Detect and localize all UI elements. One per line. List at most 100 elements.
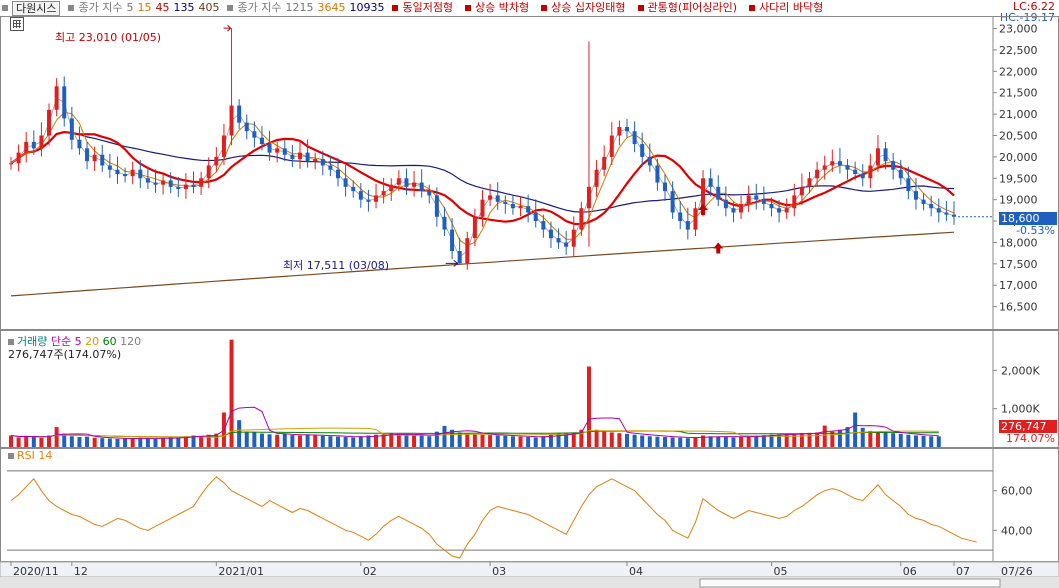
ma-price-period-135[interactable]: 135: [173, 1, 195, 14]
candle-body: [548, 229, 553, 239]
candle-body: [503, 201, 508, 204]
pattern-3[interactable]: 상승 십자잉태형: [537, 0, 629, 16]
hc-label: HC:-19.17: [999, 11, 1055, 24]
candle-body: [754, 195, 759, 200]
candle-body: [62, 86, 67, 119]
candle-body: [716, 186, 721, 200]
volume-bar: [602, 431, 607, 447]
volume-bar: [594, 429, 599, 447]
candle-body: [237, 105, 242, 123]
ma-price-period-15[interactable]: 15: [137, 1, 152, 14]
pattern-1[interactable]: 동일저점형: [388, 0, 457, 16]
volume-bar: [69, 436, 74, 447]
ma-price-period-5[interactable]: 5: [126, 1, 134, 14]
candle-body: [145, 178, 150, 183]
volume-bar: [404, 434, 409, 447]
volume-bar: [62, 433, 67, 447]
volume-bar: [913, 435, 918, 447]
candle-body: [564, 242, 569, 247]
volume-bar: [191, 435, 196, 447]
current-price-badge: 18,600: [999, 212, 1057, 225]
chart-header: 다원시스 종가 지수 5 15 45 135 405 종가 지수 1215 36…: [0, 0, 831, 16]
volume-bar: [708, 436, 713, 447]
volume-bar: [396, 433, 401, 447]
candle-body: [465, 238, 470, 264]
candle-body: [518, 206, 523, 209]
volume-bar: [875, 431, 880, 447]
volume-ma-20: 20: [85, 335, 100, 348]
candle-body: [336, 169, 341, 179]
price-tick-label: 21,000: [999, 108, 1038, 121]
candle-body: [138, 169, 143, 179]
candle-body: [678, 212, 683, 222]
candle-body: [320, 159, 325, 166]
volume-bar: [24, 436, 29, 447]
volume-bar: [898, 433, 903, 447]
volume-bar: [419, 435, 424, 447]
volume-ma-label: 단순: [50, 335, 72, 348]
volume-ma-20-line: [10, 427, 939, 438]
ma-price-period-45[interactable]: 45: [155, 1, 170, 14]
volume-bar: [434, 431, 439, 447]
volume-bar: [100, 438, 105, 447]
volume-bar: [647, 436, 652, 447]
candle-body: [24, 141, 29, 153]
candle-body: [891, 161, 896, 170]
pattern-2[interactable]: 상승 박차형: [461, 0, 533, 16]
volume-bar: [906, 434, 911, 447]
volume-title: 거래량 단순 5 20 60 120: [8, 333, 141, 349]
ma-long-label: 종가 지수: [237, 1, 282, 14]
panel-marker-icon: [2, 5, 8, 11]
volume-bar: [480, 434, 485, 447]
volume-bar: [761, 435, 766, 447]
candle-body: [594, 169, 599, 187]
candle-body: [381, 191, 386, 196]
volume-bar: [830, 431, 835, 447]
current-change: -0.53%: [1016, 224, 1055, 237]
candle-body: [632, 131, 637, 145]
volume-bar: [670, 437, 675, 447]
ma-price-period-405[interactable]: 405: [198, 1, 220, 14]
x-tick-label: 03: [492, 565, 506, 578]
candle-body: [130, 169, 135, 177]
volume-bar: [739, 436, 744, 447]
volume-bar: [655, 436, 660, 447]
scroll-thumb: [699, 578, 1001, 588]
candle-body: [723, 199, 728, 209]
candle-body: [434, 195, 439, 217]
chart-type-dropdown[interactable]: 다원시스: [12, 0, 61, 16]
volume-bar: [115, 438, 120, 447]
volume-bar: [450, 429, 455, 447]
volume-bar: [168, 437, 173, 447]
volume-bar: [533, 437, 538, 447]
volume-bar: [328, 436, 333, 447]
volume-bar: [548, 434, 553, 447]
x-tick-label: 07: [956, 565, 970, 578]
volume-ma-5-line: [10, 406, 939, 440]
candle-body: [929, 203, 934, 209]
ma-long-period-10935[interactable]: 10935: [349, 1, 385, 14]
volume-bar: [412, 435, 417, 447]
x-tick-label: 12: [74, 565, 88, 578]
volume-bar: [320, 435, 325, 447]
candle-body: [952, 214, 956, 217]
grid-settings-icon[interactable]: [10, 17, 24, 31]
candle-body: [541, 221, 546, 230]
candle-body: [457, 251, 462, 264]
pattern-4[interactable]: 관통형(피어싱라인): [634, 0, 742, 16]
candle-body: [571, 229, 576, 247]
candle-body: [16, 152, 21, 164]
ma-long-period-1215[interactable]: 1215: [285, 1, 314, 14]
pattern-5[interactable]: 사다리 바닥형: [745, 0, 827, 16]
candle-body: [784, 208, 789, 213]
candle-body: [427, 191, 432, 196]
volume-bar: [891, 433, 896, 447]
candle-body: [815, 169, 820, 179]
ma-price-label: 종가 지수: [78, 1, 123, 14]
volume-bar: [54, 427, 59, 447]
volume-bar: [123, 438, 128, 447]
ma-long-period-3645[interactable]: 3645: [317, 1, 346, 14]
volume-bar: [617, 433, 622, 447]
candle-body: [54, 86, 59, 110]
